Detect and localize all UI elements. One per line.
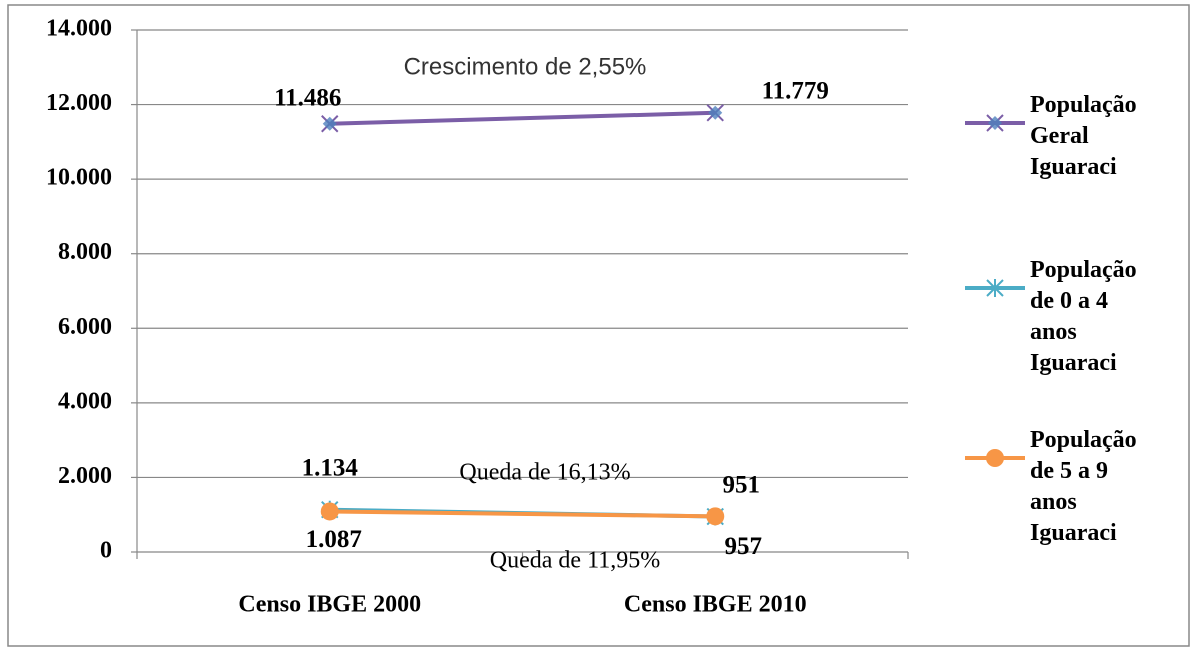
marker — [320, 502, 339, 521]
y-tick-label: 10.000 — [46, 165, 112, 191]
series-line — [329, 110, 716, 126]
marker — [706, 507, 725, 526]
y-tick-label: 8.000 — [58, 239, 112, 265]
marker-core — [708, 105, 723, 120]
y-tick-label: 12.000 — [46, 90, 112, 116]
y-tick-label: 4.000 — [58, 388, 112, 414]
marker — [986, 449, 1004, 467]
legend-label: População de 5 a 9 anos Iguaraci — [1030, 427, 1137, 546]
y-tick-label: 2.000 — [58, 463, 112, 489]
data-label: 951 — [723, 471, 761, 498]
y-tick-label: 6.000 — [58, 314, 112, 340]
marker-core — [988, 116, 1002, 130]
legend-label: População Geral Iguaraci — [1030, 92, 1137, 180]
marker-core — [322, 116, 337, 131]
data-label: 957 — [725, 533, 763, 560]
data-label: 1.134 — [302, 454, 359, 481]
y-tick-label: 0 — [100, 538, 112, 564]
data-label: 11.486 — [274, 84, 341, 111]
chart-border — [7, 4, 1190, 647]
annotation: Crescimento de 2,55% — [404, 53, 647, 80]
legend-label: População de 0 a 4 anos Iguaraci — [1030, 257, 1137, 376]
annotation: Queda de 16,13% — [459, 460, 630, 486]
x-tick-label: Censo IBGE 2010 — [624, 592, 807, 618]
data-label: 11.779 — [762, 78, 829, 105]
data-label: 1.087 — [306, 526, 362, 553]
series-line — [329, 509, 716, 519]
marker — [986, 279, 1004, 297]
x-tick-label: Censo IBGE 2000 — [238, 592, 421, 618]
y-tick-label: 14.000 — [46, 16, 112, 42]
annotation: Queda de 11,95% — [490, 548, 660, 574]
